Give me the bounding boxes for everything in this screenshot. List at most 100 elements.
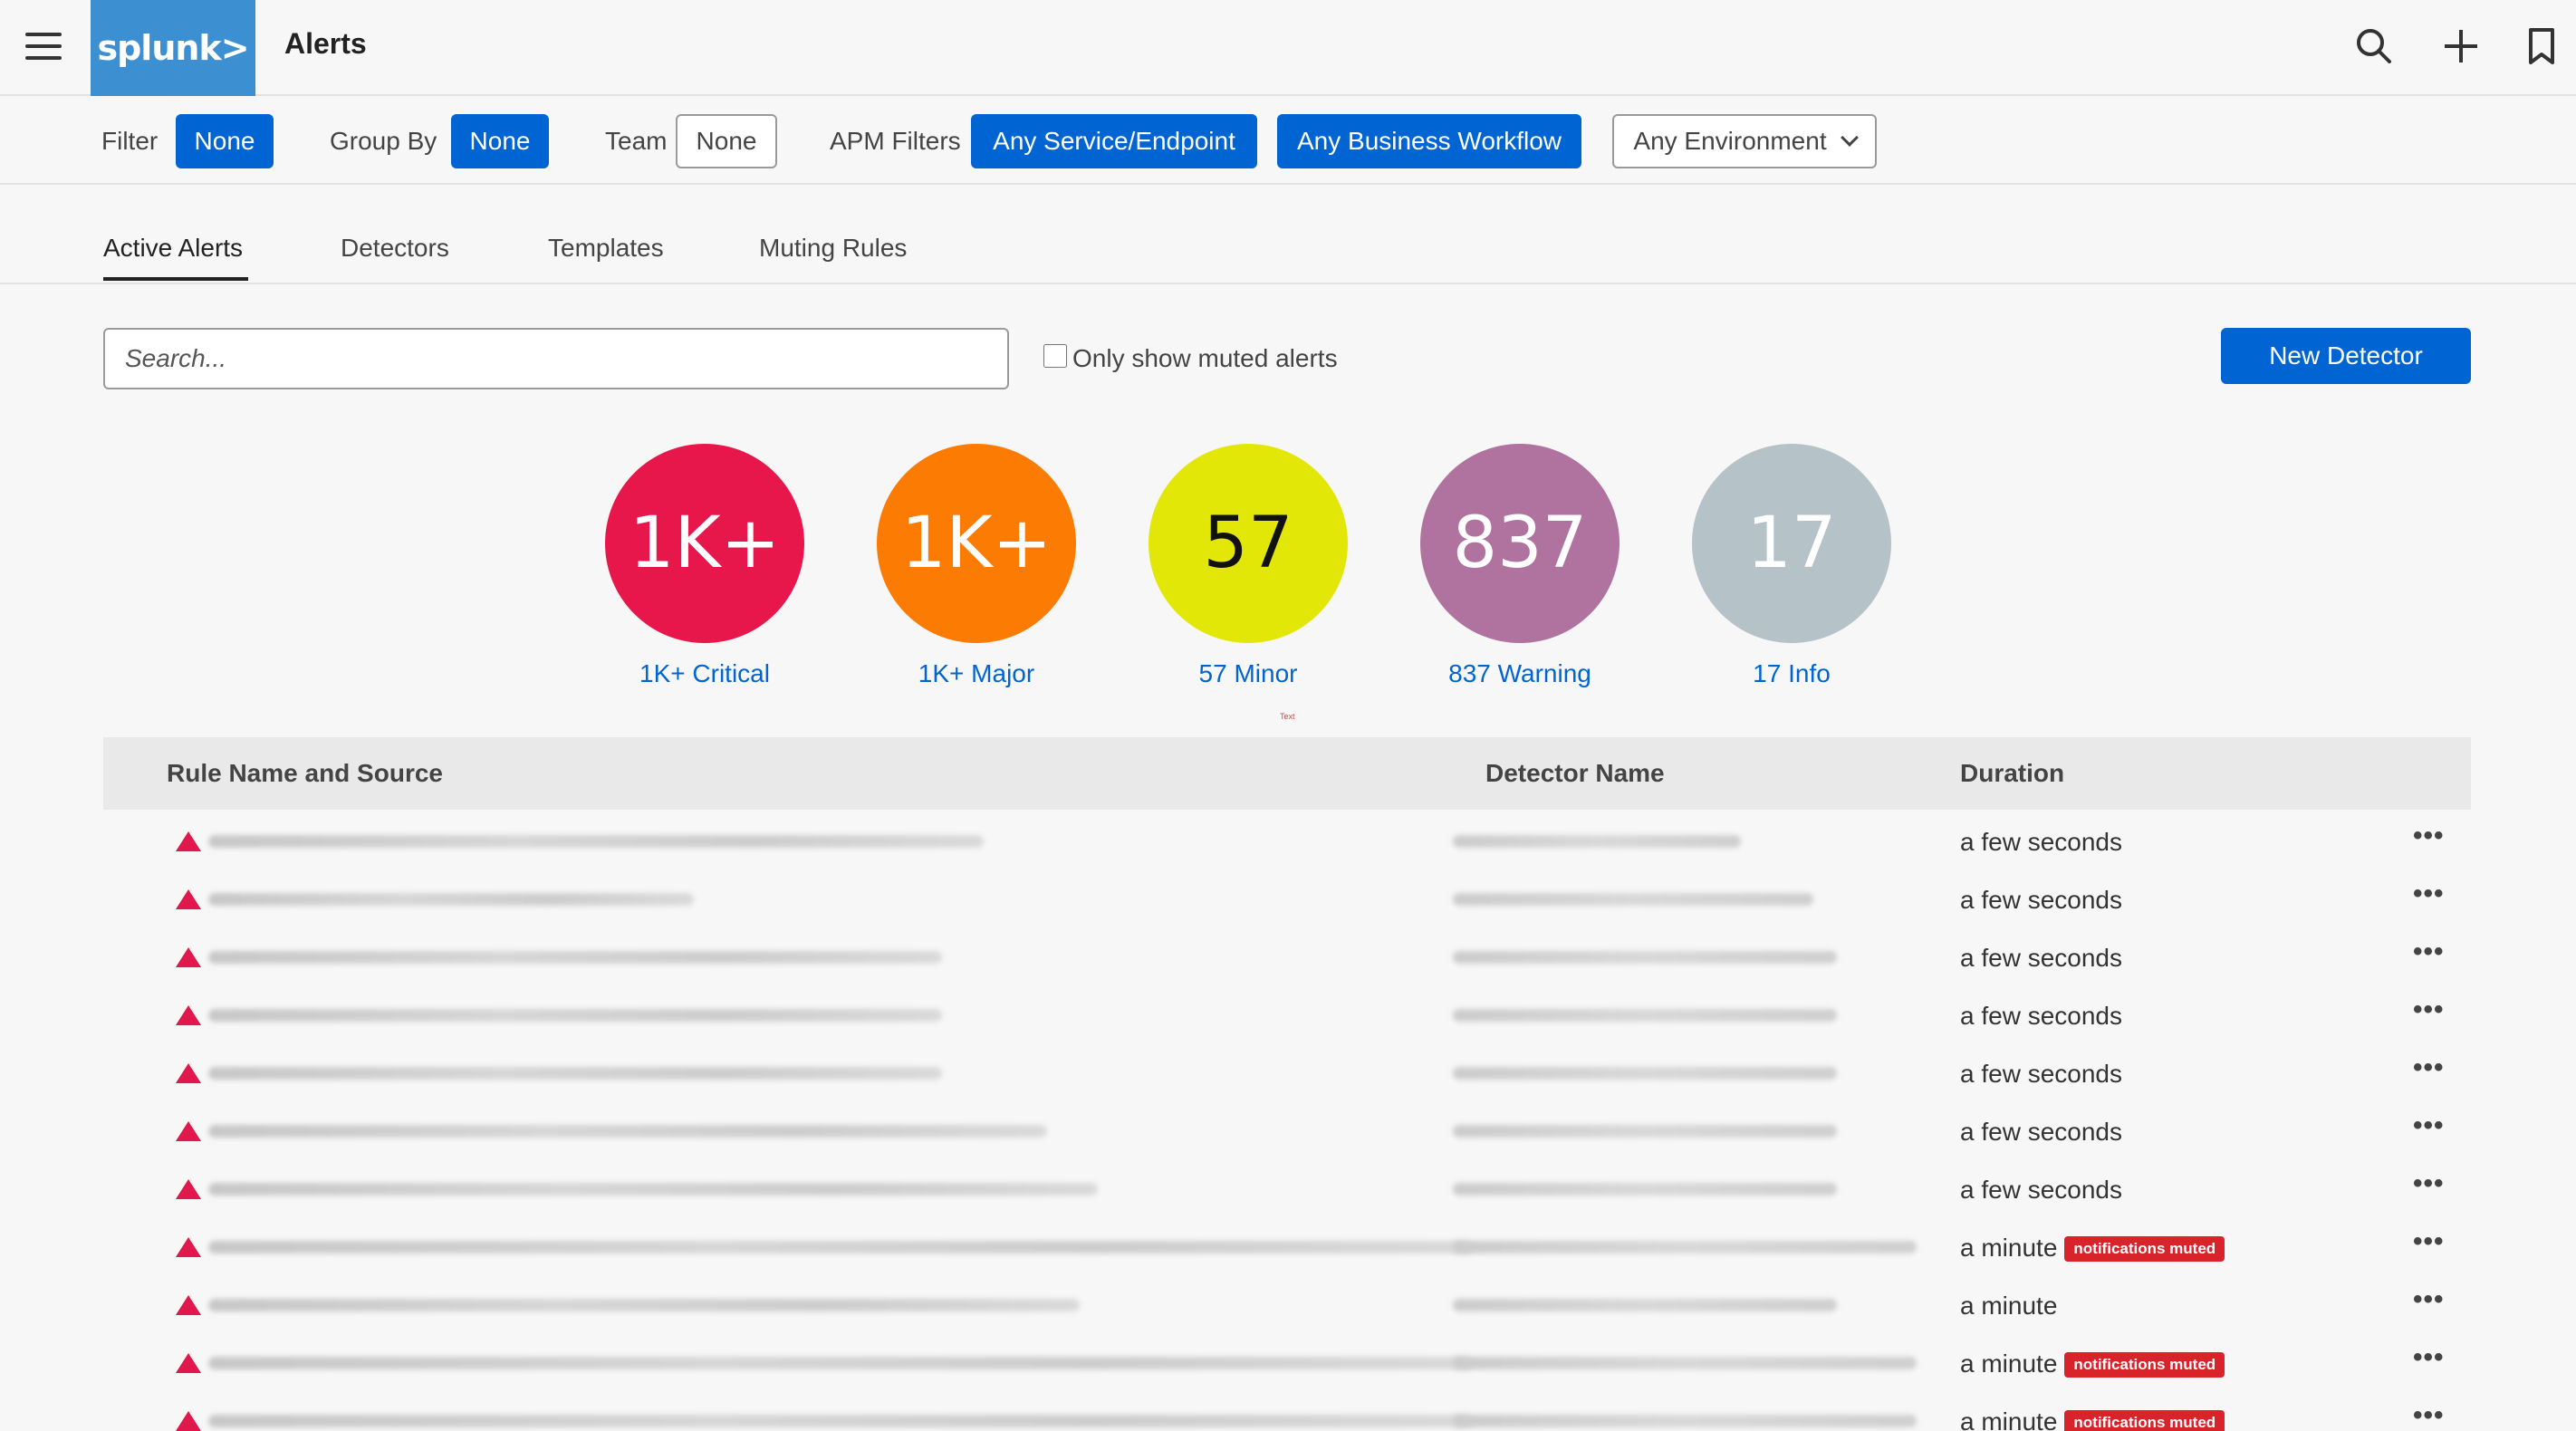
- redacted-rule-name[interactable]: [208, 1125, 1047, 1138]
- more-actions-icon[interactable]: •••: [2413, 994, 2445, 1024]
- duration-text: a few seconds: [1960, 1002, 2122, 1030]
- redacted-rule-name[interactable]: [208, 1009, 942, 1022]
- duration-cell: a minute: [1960, 1292, 2057, 1321]
- new-detector-button[interactable]: New Detector: [2221, 328, 2471, 384]
- apm-service-button[interactable]: Any Service/Endpoint: [971, 114, 1257, 168]
- duration-text: a few seconds: [1960, 1060, 2122, 1088]
- more-actions-icon[interactable]: •••: [2413, 1342, 2445, 1372]
- redacted-rule-name[interactable]: [208, 1067, 942, 1080]
- table-row[interactable]: a minute notifications muted •••: [103, 1337, 2471, 1395]
- info-link[interactable]: 17 Info: [1753, 659, 1831, 687]
- redacted-detector-name[interactable]: [1453, 1357, 1917, 1369]
- tab-muting-rules[interactable]: Muting Rules: [759, 234, 908, 262]
- environment-dropdown[interactable]: Any Environment: [1612, 114, 1877, 168]
- tab-detectors[interactable]: Detectors: [341, 234, 449, 262]
- tab-active-alerts[interactable]: Active Alerts: [103, 234, 244, 262]
- environment-value: Any Environment: [1633, 127, 1827, 155]
- minor-count-circle[interactable]: 57: [1149, 444, 1348, 643]
- group-by-button[interactable]: None: [451, 114, 549, 168]
- redacted-detector-name[interactable]: [1453, 1241, 1917, 1253]
- duration-text: a few seconds: [1960, 828, 2122, 856]
- redacted-rule-name[interactable]: [208, 835, 984, 848]
- table-row[interactable]: a few seconds •••: [103, 1163, 2471, 1221]
- redacted-rule-name[interactable]: [208, 1415, 1473, 1427]
- warning-count-circle[interactable]: 837: [1420, 444, 1620, 643]
- redacted-detector-name[interactable]: [1453, 835, 1741, 848]
- major-count-circle[interactable]: 1K+: [877, 444, 1076, 643]
- redacted-rule-name[interactable]: [208, 1183, 1098, 1196]
- major-link[interactable]: 1K+ Major: [918, 659, 1035, 687]
- team-button[interactable]: None: [676, 114, 777, 168]
- severity-triangle-icon: [176, 831, 201, 851]
- more-actions-icon[interactable]: •••: [2413, 1052, 2445, 1082]
- minor-link[interactable]: 57 Minor: [1198, 659, 1298, 687]
- search-input[interactable]: [103, 328, 1009, 389]
- severity-triangle-icon: [176, 1005, 201, 1025]
- critical-link[interactable]: 1K+ Critical: [639, 659, 770, 687]
- critical-count-circle[interactable]: 1K+: [605, 444, 804, 643]
- redacted-detector-name[interactable]: [1453, 893, 1813, 906]
- more-actions-icon[interactable]: •••: [2413, 1168, 2445, 1198]
- apm-filters-label: APM Filters: [830, 127, 961, 155]
- apm-workflow-button[interactable]: Any Business Workflow: [1277, 114, 1581, 168]
- redacted-detector-name[interactable]: [1453, 1299, 1837, 1311]
- redacted-detector-name[interactable]: [1453, 1183, 1837, 1196]
- duration-cell: a minute notifications muted: [1960, 1407, 2225, 1431]
- more-actions-icon[interactable]: •••: [2413, 1284, 2445, 1314]
- more-actions-icon[interactable]: •••: [2413, 1110, 2445, 1140]
- redacted-detector-name[interactable]: [1453, 1415, 1917, 1427]
- more-actions-icon[interactable]: •••: [2413, 821, 2445, 850]
- duration-cell: a few seconds: [1960, 944, 2122, 973]
- severity-major: 1K+ 1K+ Major: [877, 444, 1076, 687]
- duration-cell: a few seconds: [1960, 1002, 2122, 1031]
- redacted-detector-name[interactable]: [1453, 951, 1837, 964]
- duration-text: a few seconds: [1960, 944, 2122, 972]
- detector-column-header[interactable]: Detector Name: [1485, 759, 1665, 787]
- group-by-label: Group By: [330, 127, 437, 155]
- more-actions-icon[interactable]: •••: [2413, 1400, 2445, 1430]
- table-row[interactable]: a few seconds •••: [103, 815, 2471, 873]
- muted-only-checkbox[interactable]: [1043, 344, 1067, 368]
- redacted-detector-name[interactable]: [1453, 1125, 1837, 1138]
- redacted-rule-name[interactable]: [208, 1357, 1473, 1369]
- severity-warning: 837 837 Warning: [1420, 444, 1620, 687]
- redacted-detector-name[interactable]: [1453, 1067, 1837, 1080]
- severity-triangle-icon: [176, 1353, 201, 1373]
- menu-icon[interactable]: [25, 33, 62, 60]
- table-row[interactable]: a minute notifications muted •••: [103, 1221, 2471, 1279]
- tab-templates[interactable]: Templates: [548, 234, 664, 262]
- table-row[interactable]: a few seconds •••: [103, 931, 2471, 989]
- duration-column-header[interactable]: Duration: [1960, 759, 2065, 787]
- info-count-circle[interactable]: 17: [1692, 444, 1891, 643]
- filter-label: Filter: [101, 127, 159, 155]
- muted-badge: notifications muted: [2064, 1410, 2225, 1431]
- duration-cell: a few seconds: [1960, 886, 2122, 915]
- rule-column-header[interactable]: Rule Name and Source: [167, 759, 443, 787]
- table-row[interactable]: a few seconds •••: [103, 873, 2471, 931]
- redacted-rule-name[interactable]: [208, 951, 942, 964]
- more-actions-icon[interactable]: •••: [2413, 879, 2445, 908]
- bookmark-icon[interactable]: [2522, 25, 2563, 67]
- more-actions-icon[interactable]: •••: [2413, 1226, 2445, 1256]
- filter-button[interactable]: None: [176, 114, 274, 168]
- severity-triangle-icon: [176, 1237, 201, 1257]
- splunk-logo[interactable]: splunk>: [91, 0, 255, 96]
- table-row[interactable]: a few seconds •••: [103, 989, 2471, 1047]
- plus-icon[interactable]: [2440, 25, 2482, 67]
- severity-triangle-icon: [176, 947, 201, 967]
- search-icon[interactable]: [2353, 25, 2395, 67]
- table-row[interactable]: a minute •••: [103, 1279, 2471, 1337]
- chevron-down-icon: [1840, 129, 1859, 147]
- redacted-rule-name[interactable]: [208, 893, 694, 906]
- duration-cell: a few seconds: [1960, 1060, 2122, 1089]
- warning-link[interactable]: 837 Warning: [1448, 659, 1591, 687]
- redacted-rule-name[interactable]: [208, 1241, 1473, 1253]
- active-tab-indicator: [103, 277, 248, 281]
- duration-cell: a minute notifications muted: [1960, 1349, 2225, 1378]
- redacted-rule-name[interactable]: [208, 1299, 1080, 1311]
- table-row[interactable]: a few seconds •••: [103, 1105, 2471, 1163]
- redacted-detector-name[interactable]: [1453, 1009, 1837, 1022]
- table-row[interactable]: a few seconds •••: [103, 1047, 2471, 1105]
- table-row[interactable]: a minute notifications muted •••: [103, 1395, 2471, 1431]
- more-actions-icon[interactable]: •••: [2413, 936, 2445, 966]
